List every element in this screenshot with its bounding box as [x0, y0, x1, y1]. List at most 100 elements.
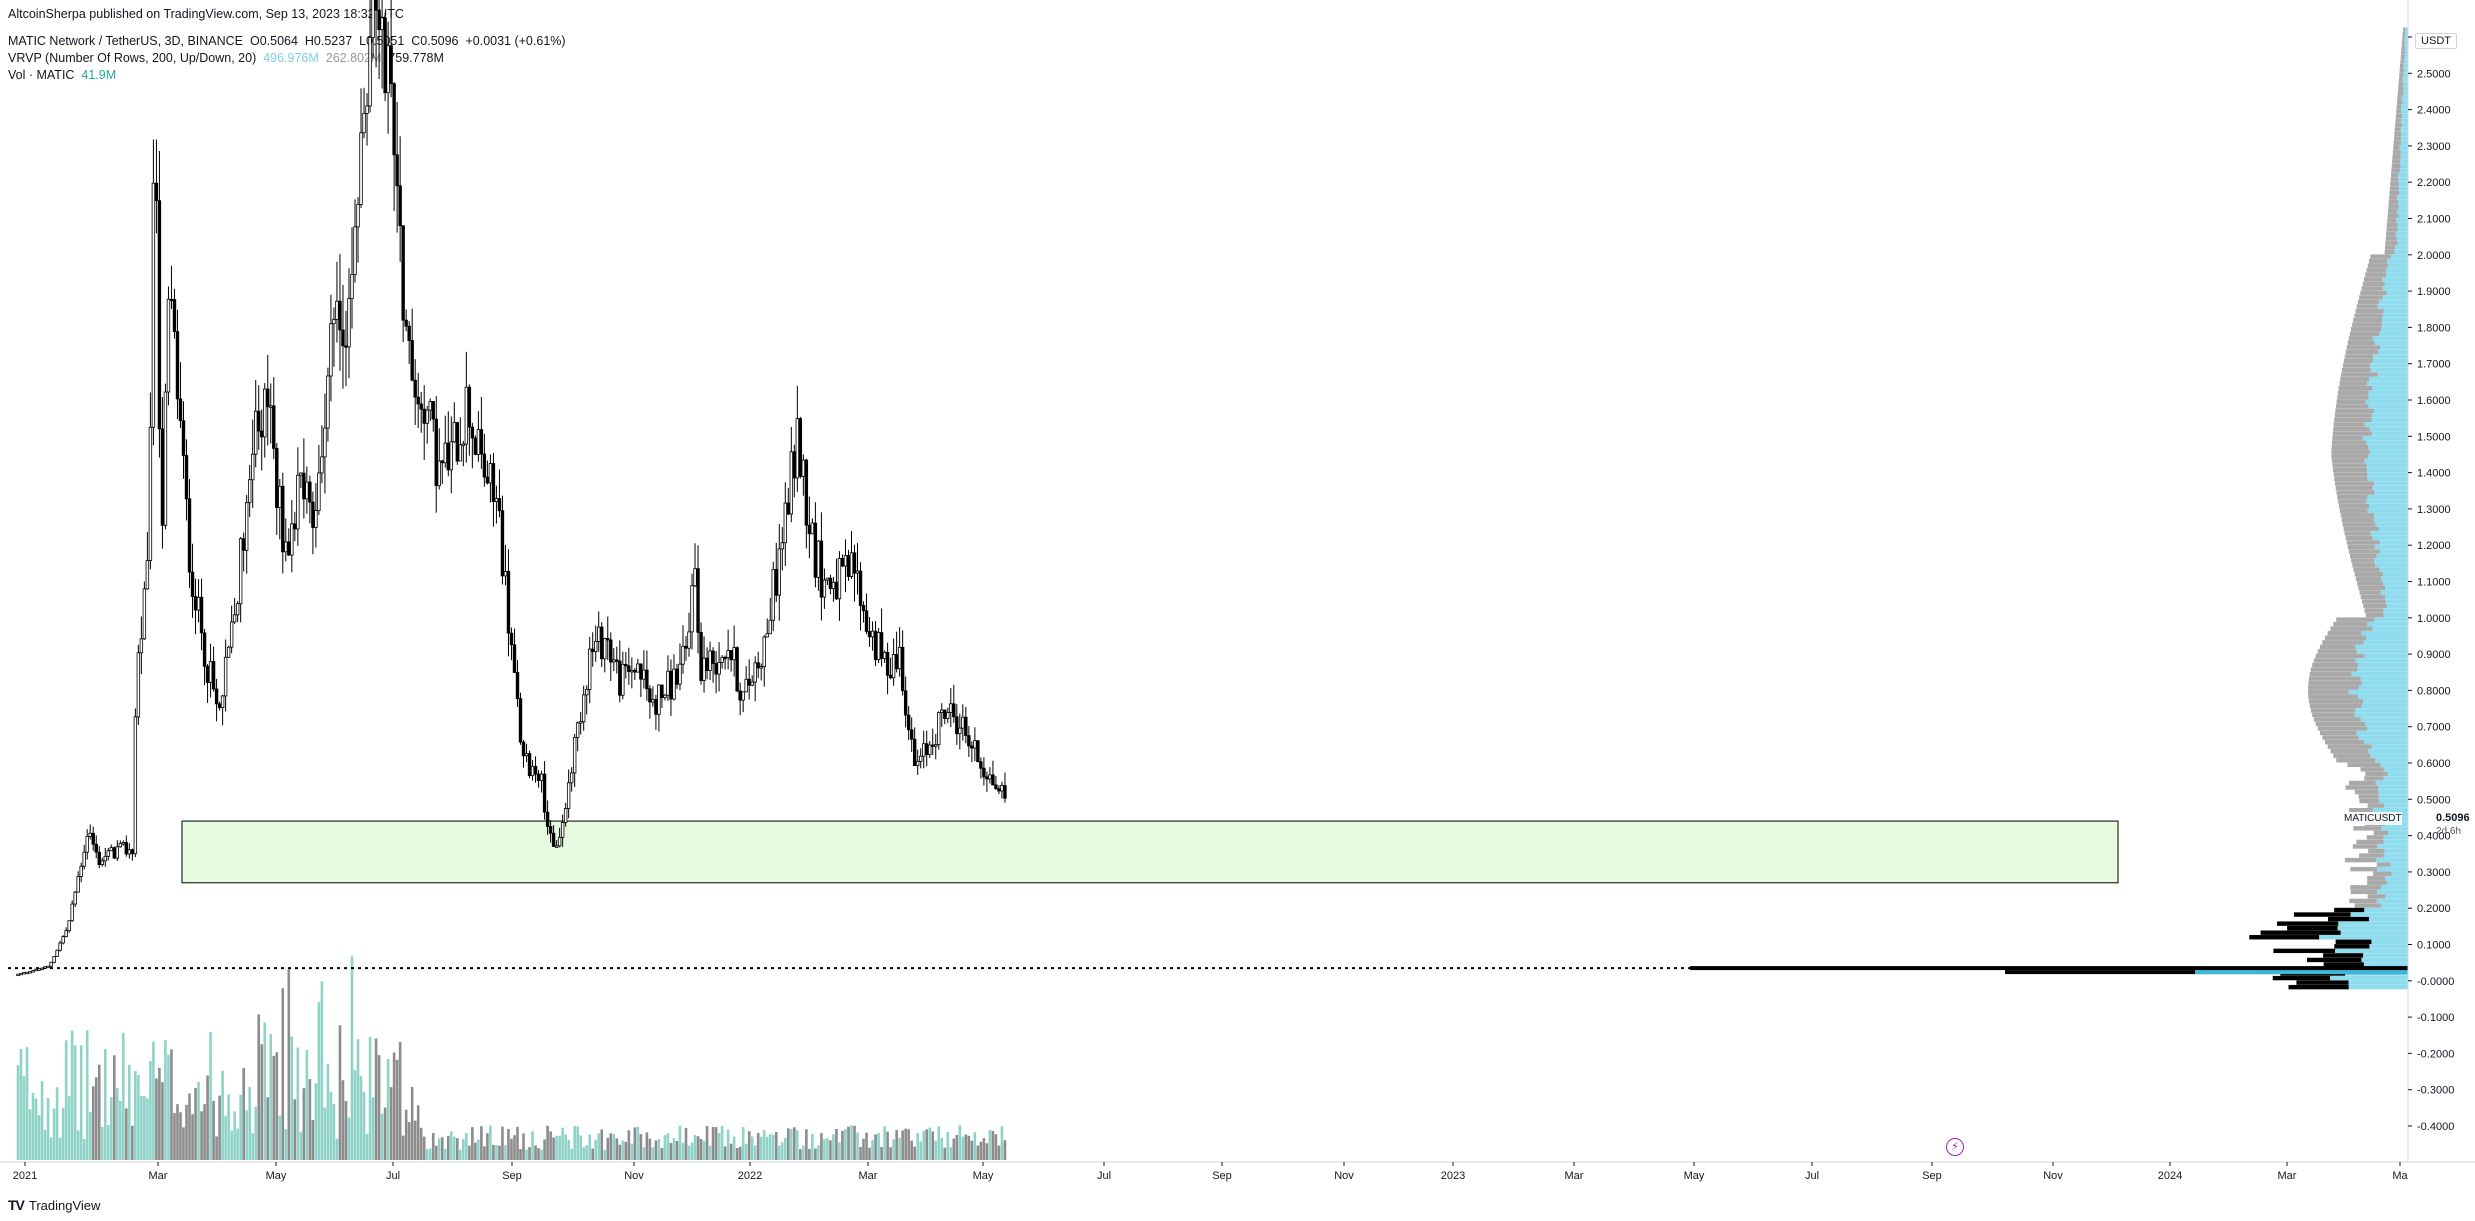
candle-body — [368, 37, 372, 107]
vrvp-up-row — [2378, 789, 2408, 795]
vrvp-up-row — [2381, 826, 2408, 831]
volume-bar — [380, 1113, 384, 1160]
volume-bar — [666, 1133, 670, 1160]
vrvp-up-row — [2376, 553, 2408, 559]
candle-body — [762, 636, 766, 667]
candle-body — [145, 560, 150, 590]
volume-bar — [112, 1055, 116, 1160]
volume-bar — [245, 1110, 248, 1160]
candle-body — [909, 729, 914, 740]
vrvp-down-row — [2358, 585, 2386, 591]
vrvp-down-row — [2400, 63, 2404, 69]
vrvp-down-row — [2344, 857, 2377, 863]
candle-body — [58, 942, 62, 951]
candle-body — [389, 45, 393, 85]
volume-bar — [40, 1081, 44, 1160]
vrvp-down-row — [2350, 866, 2378, 872]
volume-bar — [161, 1082, 164, 1160]
candle-body — [395, 154, 399, 187]
volume-bar — [383, 1107, 387, 1160]
vrvp-down-row — [2308, 685, 2359, 690]
candle-body — [299, 472, 303, 476]
candle-body — [630, 669, 634, 673]
vrvp-up-row — [2387, 771, 2408, 777]
volume-bar — [191, 1114, 194, 1160]
vrvp-up-row — [2375, 758, 2408, 763]
vrvp-down-row — [2395, 122, 2402, 128]
candle-body — [729, 650, 733, 661]
volume-bar — [612, 1133, 616, 1160]
candle-body — [524, 753, 529, 757]
candle-body — [946, 712, 950, 719]
support-zone-box — [181, 820, 2119, 884]
vrvp-up-row — [2362, 435, 2408, 441]
vrvp-up-row — [2375, 562, 2408, 568]
volume-bar — [431, 1133, 435, 1160]
volume-bar — [642, 1147, 646, 1160]
candle-body — [28, 971, 32, 974]
candle-body — [795, 418, 800, 479]
vrvp-up-row — [2404, 50, 2408, 55]
volume-bar — [928, 1127, 932, 1160]
vrvp-down-row — [2347, 762, 2381, 768]
x-tick-label: Sep — [1212, 1170, 1232, 1182]
candle-body — [943, 709, 947, 719]
vrvp-down-row — [2338, 386, 2373, 391]
volume-bar — [777, 1145, 781, 1160]
vrvp-up-row — [2382, 317, 2408, 323]
candle-body — [70, 903, 74, 922]
vrvp-down-row — [2287, 925, 2338, 931]
candle-body — [350, 274, 354, 300]
candle-body — [407, 325, 411, 341]
candle-body — [849, 552, 854, 577]
volume-bar — [723, 1146, 727, 1160]
vrvp-down-row — [2350, 885, 2381, 890]
vrvp-up-row — [2335, 948, 2408, 954]
vrvp-up-row — [2382, 286, 2408, 291]
volume-bar — [720, 1125, 724, 1160]
vrvp-up-row — [2364, 422, 2408, 427]
candle-body — [446, 442, 450, 471]
candle-body — [199, 596, 204, 634]
vrvp-up-row — [2404, 45, 2408, 51]
volume-bar — [603, 1149, 607, 1160]
currency-badge[interactable]: USDT — [2415, 33, 2457, 49]
volume-bar — [215, 1136, 218, 1160]
dotted-level-layer — [8, 966, 2408, 975]
candle-body — [648, 688, 652, 703]
volume-bar — [19, 1048, 23, 1160]
candle-body — [362, 112, 366, 134]
volume-bar — [326, 1063, 330, 1160]
vrvp-up-row — [2369, 376, 2408, 382]
symbol-price-tag: MATICUSDT — [2344, 812, 2402, 825]
vrvp-down-row — [2345, 349, 2379, 355]
legend-symbol[interactable]: MATIC Network / TetherUS, 3D, BINANCE O0… — [8, 33, 566, 49]
vrvp-down-row — [2335, 481, 2375, 486]
vrvp-down-row — [2394, 136, 2401, 141]
candle-body — [645, 669, 649, 690]
vrvp-up-row — [2358, 694, 2408, 699]
legend-vrvp[interactable]: VRVP (Number Of Rows, 200, Up/Down, 20) … — [8, 50, 444, 66]
candle-body — [425, 409, 429, 424]
vrvp-up-row — [2366, 440, 2408, 445]
candle-body — [326, 375, 330, 429]
vrvp-down-row — [2310, 708, 2356, 713]
x-tick-label: 2022 — [738, 1170, 762, 1182]
candle-body — [509, 632, 514, 646]
vrvp-down-row — [2344, 531, 2371, 536]
vrvp-down-row — [2354, 313, 2383, 318]
volume-bar — [456, 1138, 459, 1160]
volume-bar — [61, 1107, 65, 1160]
flash-icon[interactable]: ⚡ — [1946, 1138, 1964, 1156]
candle-body — [416, 396, 420, 405]
volume-bar — [374, 1038, 378, 1160]
vrvp-down-row — [2359, 853, 2384, 858]
candle-body — [771, 568, 775, 621]
volume-bar — [657, 1139, 661, 1160]
vrvp-down-row — [2358, 794, 2379, 799]
legend-volume[interactable]: Vol · MATIC 41.9M — [8, 67, 116, 83]
vrvp-down-row — [2401, 50, 2405, 55]
volume-bar — [1003, 1140, 1007, 1160]
volume-bar — [621, 1140, 625, 1160]
